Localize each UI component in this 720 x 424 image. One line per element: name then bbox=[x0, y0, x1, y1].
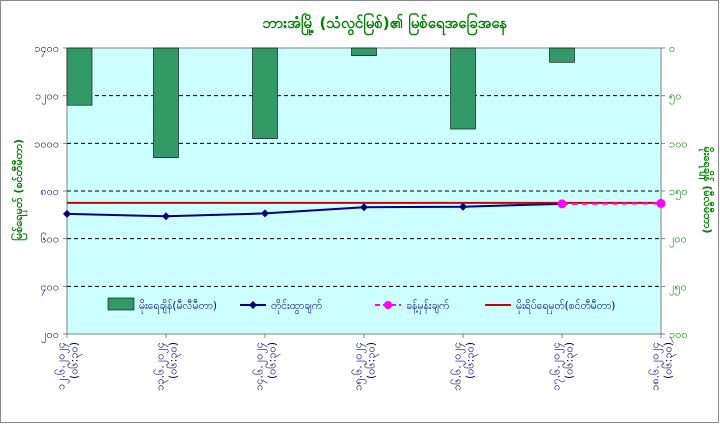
rainfall-bar bbox=[549, 47, 575, 63]
y-left-tick-label: ၂၀၀ bbox=[41, 328, 59, 343]
x-tick-label-line: ၁၃.၆.၂၀၂၄ bbox=[154, 342, 169, 391]
rainfall-bar bbox=[351, 47, 377, 56]
y-axis-left-label: မြစ်ရေမှတ် (စင်တီမီတာ) bbox=[10, 139, 28, 241]
y-right-tick-label: ၁၀၀ bbox=[669, 137, 688, 150]
legend-label: ခန့်မှန်းချက် bbox=[406, 299, 449, 314]
x-tick-label: ၁၇.၆.၂၀၂၄ (၀၆:၃၀) bbox=[550, 342, 578, 391]
legend-swatch-rainfall bbox=[107, 297, 135, 311]
legend-label: မိုးရိပ်ရေမှတ်(စင်တီမီတာ) bbox=[516, 299, 615, 314]
x-tick-label-line: (၀၆:၃၀) bbox=[464, 342, 479, 379]
y-right-tick-label: ၀ bbox=[669, 42, 675, 55]
rainfall-bar bbox=[450, 47, 476, 130]
observed-point bbox=[459, 202, 467, 211]
y-right-tick-label: ၁၅၀ bbox=[669, 185, 688, 200]
x-tick-label: ၁၂.၆.၂၀၂၄ (၀၆:၃၀) bbox=[55, 342, 83, 390]
y-right-tick-label: ၅၀ bbox=[669, 90, 681, 105]
y-right-tick-label: ၃၀၀ bbox=[669, 328, 688, 343]
x-tick-label: ၁၄.၆.၂၀၂၄ (၀၆:၃၀) bbox=[253, 342, 281, 391]
observed-point bbox=[261, 209, 269, 218]
y-left-tick-label: ၆၀၀ bbox=[40, 233, 59, 246]
y-axis-right-label: မိုးရေချိန် (မီလီမီတာ) bbox=[698, 147, 715, 234]
rainfall-bar bbox=[153, 47, 179, 158]
x-tick-label-line: (၀၆:၃၀) bbox=[68, 342, 83, 379]
x-tick-label: ၁၈.၆.၂၀၂၄ (၀၆:၃၀) bbox=[649, 342, 677, 391]
x-tick-label-line: (၀၆:၃၀) bbox=[662, 342, 677, 379]
legend: မိုးရေချိန်(မီလီမီတာ) တိုင်းထွာချက် ခန့်မှ… bbox=[107, 297, 615, 314]
observed-point bbox=[162, 212, 170, 221]
x-tick-label-line: (၀၆:၃၀) bbox=[167, 342, 182, 379]
forecast-point bbox=[557, 199, 567, 209]
x-tick-label-line: ၁၈.၆.၂၀၂၄ bbox=[649, 342, 664, 391]
rainfall-bar bbox=[252, 47, 278, 139]
legend-label: တိုင်းထွာချက် bbox=[271, 299, 322, 314]
rainfall-bar bbox=[66, 47, 93, 106]
observed-point bbox=[63, 209, 71, 218]
x-tick-label-line: ၁၆.၆.၂၀၂၄ bbox=[451, 342, 466, 391]
x-tick-label: ၁၅.၆.၂၀၂၄ (၀၆:၃၀) bbox=[352, 342, 380, 391]
observed-line bbox=[66, 202, 563, 218]
y-right-tick-label: ၂၀၀ bbox=[669, 233, 687, 248]
legend-marker-circle bbox=[384, 301, 392, 309]
legend-marker-diamond bbox=[249, 301, 257, 309]
y-right-tick-label: ၂၅၀ bbox=[669, 280, 687, 295]
x-tick-label-line: ၁၄.၆.၂၀၂၄ bbox=[253, 342, 268, 391]
x-tick-label-line: (၀၆:၃၀) bbox=[365, 342, 380, 379]
x-tick-label-line: ၁၂.၆.၂၀၂၄ bbox=[55, 342, 70, 390]
y-left-tick-label: ၁၄၀၀ bbox=[34, 42, 59, 57]
x-tick-label: ၁၃.၆.၂၀၂၄ (၀၆:၃၀) bbox=[154, 342, 182, 391]
observed-point bbox=[360, 203, 368, 212]
y-left-tick-label: ၁၂၀၀ bbox=[35, 90, 59, 105]
legend-label: မိုးရေချိန်(မီလီမီတာ) bbox=[139, 299, 217, 314]
x-tick-label-line: ၁၇.၆.၂၀၂၄ bbox=[550, 342, 565, 391]
x-tick-label: ၁၆.၆.၂၀၂၄ (၀၆:၃၀) bbox=[451, 342, 479, 391]
y-left-tick-label: ၈၀၀ bbox=[40, 185, 59, 198]
y-left-tick-label: ၁၀၀၀ bbox=[34, 137, 59, 150]
y-left-tick-label: ၄၀၀ bbox=[40, 280, 59, 295]
x-tick-label-line: (၀၆:၃၀) bbox=[563, 342, 578, 379]
x-tick-label-line: (၀၆:၃၀) bbox=[266, 342, 281, 379]
x-tick-label-line: ၁၅.၆.၂၀၂၄ bbox=[352, 342, 367, 391]
forecast-point bbox=[656, 198, 666, 208]
